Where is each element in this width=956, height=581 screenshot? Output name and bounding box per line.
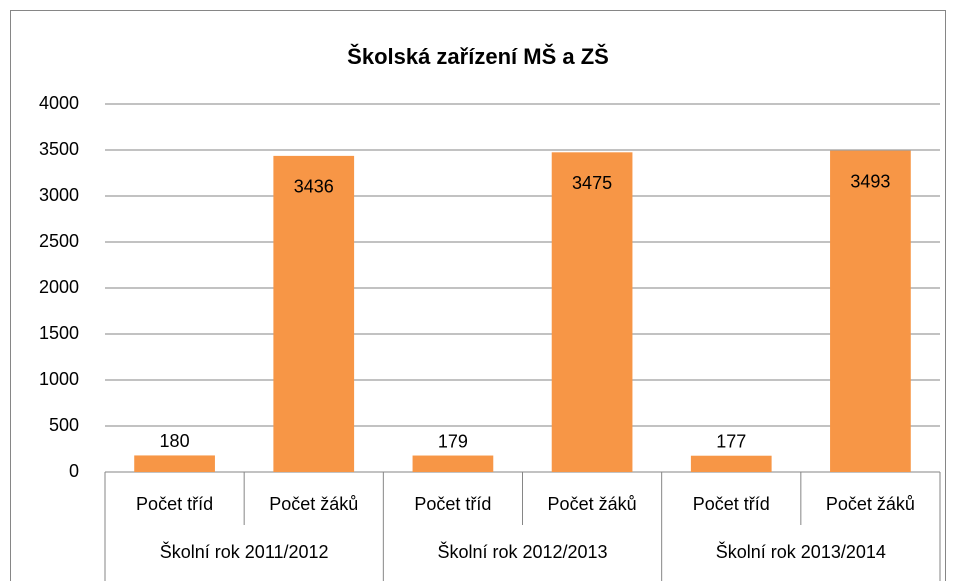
data-label: 3493 — [850, 171, 890, 191]
data-label: 3475 — [572, 173, 612, 193]
bar — [690, 455, 772, 472]
y-tick-label: 3000 — [39, 185, 79, 205]
chart-title: Školská zařízení MŠ a ZŠ — [347, 44, 609, 69]
x-tick-label: Počet žáků — [269, 494, 358, 514]
y-tick-label: 2000 — [39, 277, 79, 297]
x-tick-label: Počet žáků — [548, 494, 637, 514]
bar — [551, 152, 633, 473]
y-tick-label: 2500 — [39, 231, 79, 251]
data-label: 3436 — [294, 177, 334, 197]
y-tick-label: 500 — [49, 415, 79, 435]
bar — [273, 155, 355, 472]
bar — [134, 455, 215, 472]
group-label: Školní rok 2013/2014 — [716, 541, 886, 562]
x-tick-label: Počet tříd — [414, 494, 491, 514]
x-tick-label: Počet tříd — [693, 494, 770, 514]
y-tick-label: 1500 — [39, 323, 79, 343]
x-tick-label: Počet žáků — [826, 494, 915, 514]
data-label: 177 — [716, 431, 746, 451]
group-label: Školní rok 2011/2012 — [160, 541, 329, 562]
x-tick-label: Počet tříd — [136, 494, 213, 514]
data-label: 180 — [160, 431, 190, 451]
y-tick-label: 3500 — [39, 139, 79, 159]
bar — [830, 150, 911, 473]
bar — [412, 455, 494, 472]
chart-border — [10, 10, 946, 581]
y-tick-label: 1000 — [39, 369, 79, 389]
group-label: Školní rok 2012/2013 — [437, 541, 607, 562]
y-tick-label: 4000 — [39, 93, 79, 113]
y-tick-label: 0 — [69, 461, 79, 481]
data-label: 179 — [438, 431, 468, 451]
